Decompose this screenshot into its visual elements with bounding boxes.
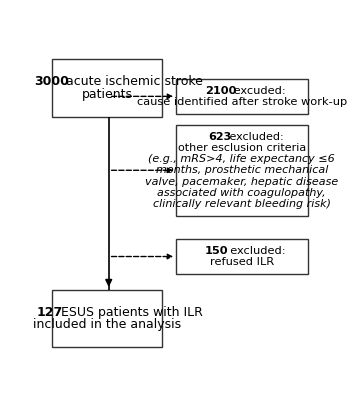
Text: months, prosthetic mechanical: months, prosthetic mechanical — [156, 166, 328, 176]
Text: excluded:: excluded: — [223, 246, 286, 256]
Text: excuded:: excuded: — [230, 86, 286, 96]
Text: valve, pacemaker, hepatic disease: valve, pacemaker, hepatic disease — [145, 176, 338, 186]
FancyBboxPatch shape — [176, 125, 308, 216]
Text: acute ischemic stroke: acute ischemic stroke — [62, 75, 203, 88]
Text: 3000: 3000 — [34, 75, 69, 88]
Text: 2100: 2100 — [205, 86, 237, 96]
Text: cause identified after stroke work-up: cause identified after stroke work-up — [137, 97, 347, 107]
Text: patients: patients — [82, 88, 133, 101]
Text: included in the analysis: included in the analysis — [33, 318, 181, 331]
FancyBboxPatch shape — [176, 239, 308, 274]
Text: other esclusion criteria: other esclusion criteria — [178, 143, 306, 153]
Text: excluded:: excluded: — [226, 132, 284, 142]
Text: ESUS patients with ILR: ESUS patients with ILR — [57, 306, 203, 318]
FancyBboxPatch shape — [52, 290, 162, 347]
FancyBboxPatch shape — [52, 59, 162, 117]
Text: (e.g., mRS>4, life expectancy ≤6: (e.g., mRS>4, life expectancy ≤6 — [148, 154, 335, 164]
Text: 623: 623 — [208, 132, 231, 142]
FancyBboxPatch shape — [176, 79, 308, 114]
Text: 127: 127 — [36, 306, 63, 318]
Text: 150: 150 — [205, 246, 228, 256]
Text: refused ILR: refused ILR — [210, 257, 274, 267]
Text: associated with coagulopathy,: associated with coagulopathy, — [158, 188, 326, 198]
Text: clinically relevant bleeding risk): clinically relevant bleeding risk) — [153, 199, 331, 209]
